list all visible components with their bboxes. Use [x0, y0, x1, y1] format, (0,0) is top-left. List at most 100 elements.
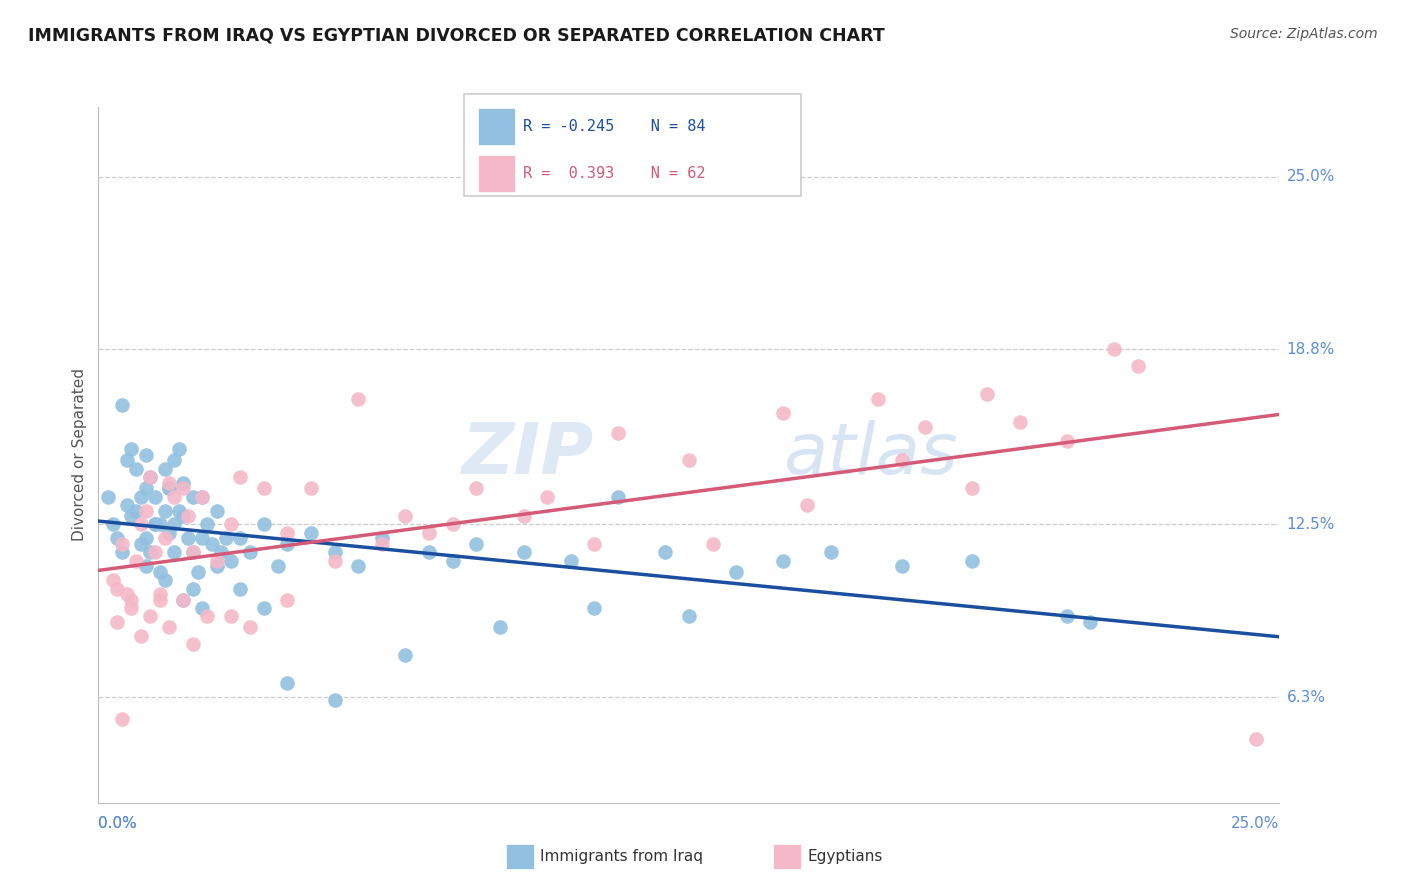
Text: R =  0.393    N = 62: R = 0.393 N = 62 — [523, 166, 706, 181]
Point — [1080, 615, 1102, 629]
Point — [153, 573, 176, 587]
Point — [139, 545, 162, 559]
Point — [560, 554, 582, 568]
Point — [105, 615, 128, 629]
Point — [187, 565, 209, 579]
Point — [1056, 609, 1078, 624]
Point — [394, 509, 416, 524]
Point — [172, 481, 194, 495]
Point — [181, 545, 204, 559]
Point — [976, 386, 998, 401]
Text: R = -0.245    N = 84: R = -0.245 N = 84 — [523, 119, 706, 134]
Text: 25.0%: 25.0% — [1286, 169, 1334, 184]
Point — [129, 517, 152, 532]
Point — [347, 559, 370, 574]
Point — [323, 545, 346, 559]
Point — [121, 601, 143, 615]
Point — [139, 470, 162, 484]
Point — [441, 517, 464, 532]
Point — [394, 648, 416, 663]
Point — [607, 490, 630, 504]
Point — [678, 609, 700, 624]
Point — [215, 532, 238, 546]
Point — [772, 406, 794, 420]
Point — [441, 554, 464, 568]
Point — [371, 532, 394, 546]
Point — [299, 481, 322, 495]
Point — [323, 554, 346, 568]
Point — [267, 559, 290, 574]
Point — [195, 609, 218, 624]
Point — [820, 545, 842, 559]
Point — [172, 475, 194, 490]
Point — [139, 470, 162, 484]
Point — [125, 462, 148, 476]
Point — [725, 565, 748, 579]
Point — [512, 545, 534, 559]
Point — [583, 537, 606, 551]
Point — [111, 398, 134, 412]
Point — [153, 462, 176, 476]
Point — [111, 545, 134, 559]
Point — [157, 481, 180, 495]
Point — [239, 545, 262, 559]
Point — [418, 525, 440, 540]
Point — [418, 545, 440, 559]
Text: Source: ZipAtlas.com: Source: ZipAtlas.com — [1230, 27, 1378, 41]
Point — [253, 517, 276, 532]
Point — [143, 517, 166, 532]
Point — [890, 453, 912, 467]
Point — [1056, 434, 1078, 448]
Point — [1244, 731, 1267, 746]
Point — [191, 490, 214, 504]
Point — [149, 517, 172, 532]
Point — [239, 620, 262, 634]
Point — [276, 592, 298, 607]
Point — [465, 481, 488, 495]
Point — [149, 565, 172, 579]
Point — [153, 532, 176, 546]
Point — [172, 592, 194, 607]
Point — [276, 676, 298, 690]
Point — [229, 532, 252, 546]
Text: Immigrants from Iraq: Immigrants from Iraq — [540, 849, 703, 863]
Point — [219, 517, 242, 532]
Point — [347, 392, 370, 407]
Text: ZIP: ZIP — [463, 420, 595, 490]
Point — [489, 620, 512, 634]
Point — [177, 532, 200, 546]
Point — [890, 559, 912, 574]
Point — [371, 537, 394, 551]
Text: 12.5%: 12.5% — [1286, 517, 1334, 532]
Point — [962, 554, 984, 568]
Point — [205, 554, 228, 568]
Point — [101, 517, 124, 532]
Point — [205, 559, 228, 574]
Point — [209, 545, 232, 559]
Point — [157, 481, 180, 495]
Point — [143, 517, 166, 532]
Text: atlas: atlas — [783, 420, 957, 490]
Point — [115, 498, 138, 512]
Point — [512, 509, 534, 524]
Point — [125, 503, 148, 517]
Point — [101, 573, 124, 587]
Point — [678, 453, 700, 467]
Point — [181, 637, 204, 651]
Point — [583, 601, 606, 615]
Point — [866, 392, 889, 407]
Y-axis label: Divorced or Separated: Divorced or Separated — [72, 368, 87, 541]
Point — [129, 537, 152, 551]
Point — [253, 481, 276, 495]
Point — [121, 442, 143, 457]
Point — [163, 517, 186, 532]
Point — [465, 537, 488, 551]
Point — [181, 582, 204, 596]
Point — [115, 453, 138, 467]
Point — [172, 509, 194, 524]
Point — [125, 554, 148, 568]
Point — [1008, 415, 1031, 429]
Point — [167, 503, 190, 517]
Point — [149, 587, 172, 601]
Point — [139, 609, 162, 624]
